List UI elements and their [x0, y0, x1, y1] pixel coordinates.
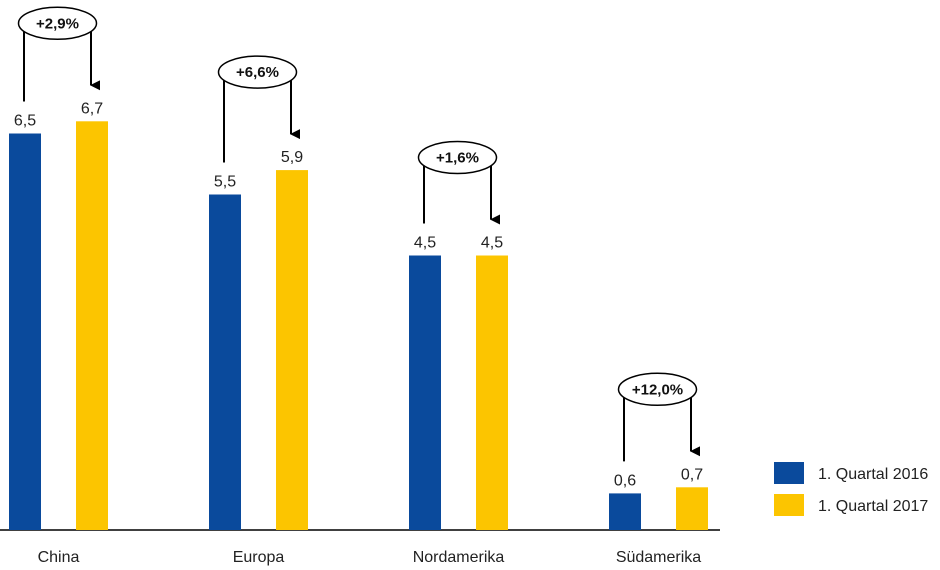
- data-label: 5,9: [281, 149, 303, 166]
- category-label: China: [38, 549, 80, 566]
- growth-percent: +12,0%: [632, 381, 683, 398]
- legend-swatch: [774, 462, 804, 484]
- growth-bracket-left: [218, 71, 225, 163]
- growth-bracket-left: [418, 156, 425, 224]
- category-label: Südamerika: [616, 549, 701, 566]
- data-label: 5,5: [214, 174, 236, 191]
- bar-q1-2016-1: [209, 194, 241, 530]
- data-label: 6,5: [14, 113, 36, 130]
- legend-label: 1. Quartal 2016: [818, 466, 928, 483]
- category-label: Nordamerika: [413, 549, 505, 566]
- growth-percent: +6,6%: [236, 64, 279, 81]
- growth-arrow: [290, 71, 300, 140]
- growth-percent: +1,6%: [436, 150, 479, 167]
- data-label: 4,5: [414, 235, 436, 252]
- category-label: Europa: [233, 549, 285, 566]
- legend: 1. Quartal 2016 1. Quartal 2017: [774, 462, 928, 516]
- data-label: 6,7: [81, 100, 103, 117]
- legend-swatch: [774, 494, 804, 516]
- data-label: 0,6: [614, 472, 636, 489]
- growth-arrow: [90, 22, 100, 91]
- growth-bubble: [617, 372, 698, 407]
- growth-arrow: [690, 388, 700, 457]
- growth-arrow: [490, 156, 500, 225]
- bar-q1-2017-1: [276, 170, 308, 530]
- growth-bubble: [17, 6, 98, 41]
- data-label: 4,5: [481, 235, 503, 252]
- plot-area: 6,5 6,7 China +2,9% 5,5 5,9 Europa +6,6% 4,5 4,5 N…: [0, 6, 720, 566]
- growth-bracket-left: [618, 388, 625, 462]
- bar-q1-2017-2: [476, 255, 508, 530]
- growth-bubble: [417, 140, 498, 175]
- bar-q1-2016-2: [409, 255, 441, 530]
- bar-q1-2016-3: [609, 493, 641, 530]
- growth-bracket-left: [18, 22, 25, 102]
- bar-q1-2017-3: [676, 487, 708, 530]
- growth-percent: +2,9%: [36, 15, 79, 32]
- data-label: 0,7: [681, 466, 703, 483]
- legend-label: 1. Quartal 2017: [818, 498, 928, 515]
- bar-q1-2016-0: [9, 133, 41, 530]
- growth-bubble: [217, 55, 298, 89]
- bar-q1-2017-0: [76, 121, 108, 531]
